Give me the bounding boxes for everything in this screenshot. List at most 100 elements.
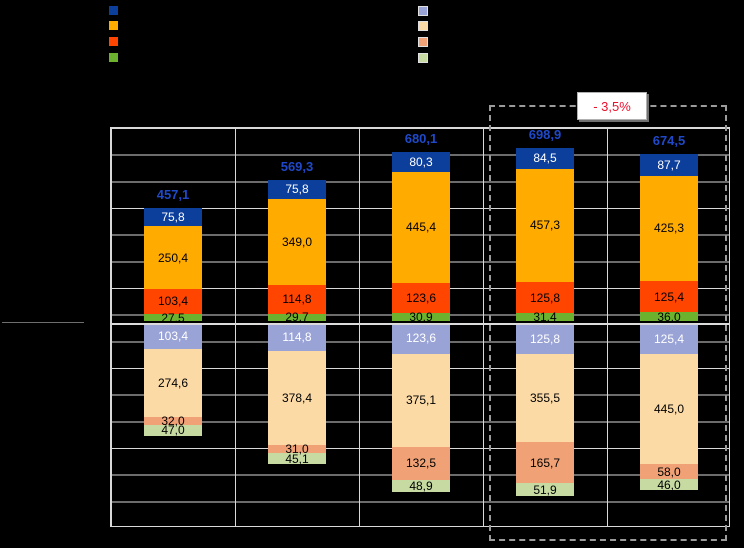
legend-swatch-orange-red bbox=[109, 37, 118, 46]
bar-segment-value: 27,5 bbox=[161, 310, 185, 325]
bar-segment-value: 75,8 bbox=[285, 182, 309, 197]
bar-segment: 84,5 bbox=[516, 147, 574, 169]
bar-segment: 349,0 bbox=[268, 198, 326, 286]
bar-segment: 36,0 bbox=[640, 309, 698, 324]
bar-segment: 51,9 bbox=[516, 482, 574, 497]
bar-segment: 125,8 bbox=[516, 282, 574, 314]
bar-segment: 445,4 bbox=[392, 172, 450, 283]
bar-lower-stack: 103,4 274,6 32,0 47,0 bbox=[144, 323, 202, 436]
bar-total-label: 569,3 bbox=[280, 158, 314, 174]
bar-segment-value: 87,7 bbox=[657, 157, 681, 172]
bar-segment: 80,3 bbox=[392, 152, 450, 173]
bar-segment: 125,8 bbox=[516, 323, 574, 355]
category-axis-line bbox=[111, 323, 729, 325]
legend-swatch-light-green bbox=[418, 53, 428, 63]
bar-segment-value: 75,8 bbox=[161, 210, 185, 225]
bar-segment: 125,4 bbox=[640, 280, 698, 313]
bar-segment-value: 132,5 bbox=[405, 456, 437, 471]
bar-segment: 29,7 bbox=[268, 310, 326, 325]
axis-split-divider bbox=[2, 322, 84, 323]
legend-swatch-periwinkle bbox=[418, 6, 428, 16]
bar-segment-value: 125,8 bbox=[529, 290, 561, 305]
bar-lower-stack: 114,8 378,4 31,0 45,1 bbox=[268, 323, 326, 466]
bar-segment-value: 445,0 bbox=[653, 402, 685, 417]
highlight-dashed-rect bbox=[489, 105, 727, 541]
bar-upper-stack: 87,7 425,3 125,4 36,0 bbox=[640, 153, 698, 324]
bar-segment-value: 123,6 bbox=[405, 331, 437, 346]
bar-segment: 75,8 bbox=[144, 207, 202, 227]
bar-segment-value: 165,7 bbox=[529, 455, 561, 470]
bar-segment: 75,8 bbox=[268, 179, 326, 199]
bar-segment: 445,0 bbox=[640, 354, 698, 465]
bar-total-label: 698,9 bbox=[528, 126, 562, 142]
legend-swatch-peach bbox=[418, 21, 428, 31]
bar-total-label: 457,1 bbox=[156, 186, 190, 202]
bar-upper-stack: 80,3 445,4 123,6 30,9 bbox=[392, 152, 450, 325]
bar-segment: 132,5 bbox=[392, 446, 450, 480]
bar-lower-stack: 123,6 375,1 132,5 48,9 bbox=[392, 323, 450, 492]
bar-segment-value: 45,1 bbox=[285, 451, 309, 466]
bar-segment-value: 250,4 bbox=[157, 250, 189, 265]
bar-segment: 378,4 bbox=[268, 351, 326, 446]
bar-segment: 47,0 bbox=[144, 423, 202, 438]
bar-segment-value: 349,0 bbox=[281, 234, 313, 249]
bar-segment: 103,4 bbox=[144, 288, 202, 315]
legend-swatch-amber bbox=[109, 21, 118, 30]
bar-lower-stack: 125,8 355,5 165,7 51,9 bbox=[516, 323, 574, 497]
bar-segment-value: 375,1 bbox=[405, 393, 437, 408]
bar-segment-value: 355,5 bbox=[529, 391, 561, 406]
bar-segment-value: 51,9 bbox=[533, 482, 557, 497]
bar-segment-value: 103,4 bbox=[157, 294, 189, 309]
bar-upper-stack: 84,5 457,3 125,8 31,4 bbox=[516, 147, 574, 325]
bar-segment-value: 84,5 bbox=[533, 151, 557, 166]
bar-segment: 46,0 bbox=[640, 477, 698, 492]
bar-segment: 58,0 bbox=[640, 464, 698, 479]
bar-total-label: 680,1 bbox=[404, 131, 438, 147]
bar-segment-value: 123,6 bbox=[405, 291, 437, 306]
bar-segment: 30,9 bbox=[392, 310, 450, 325]
bar-upper-stack: 75,8 250,4 103,4 27,5 bbox=[144, 207, 202, 325]
bar-segment-value: 125,8 bbox=[529, 331, 561, 346]
bar-segment: 114,8 bbox=[268, 285, 326, 314]
bar-total-label: 674,5 bbox=[652, 132, 686, 148]
bar-segment: 355,5 bbox=[516, 354, 574, 443]
bar-segment-value: 31,4 bbox=[533, 310, 557, 325]
bar-segment-value: 30,9 bbox=[409, 310, 433, 325]
bar-segment: 87,7 bbox=[640, 153, 698, 176]
bar-segment-value: 58,0 bbox=[657, 464, 681, 479]
bar-segment: 123,6 bbox=[392, 323, 450, 354]
bar-segment-value: 114,8 bbox=[282, 292, 312, 307]
bar-segment: 103,4 bbox=[144, 323, 202, 349]
bar-segment-value: 274,6 bbox=[157, 375, 189, 390]
bar-segment-value: 445,4 bbox=[405, 220, 437, 235]
bar-segment: 31,0 bbox=[268, 442, 326, 457]
bar-segment: 274,6 bbox=[144, 348, 202, 417]
bar-segment-value: 47,0 bbox=[161, 423, 185, 438]
bar-segment-value: 80,3 bbox=[409, 155, 433, 170]
delta-annotation-label: - 3,5% bbox=[593, 98, 631, 114]
bar-upper-stack: 75,8 349,0 114,8 29,7 bbox=[268, 179, 326, 325]
bar-segment-value: 125,4 bbox=[653, 331, 685, 346]
bar-segment: 125,4 bbox=[640, 323, 698, 355]
bar-segment: 48,9 bbox=[392, 478, 450, 493]
bar-segment-value: 378,4 bbox=[281, 391, 313, 406]
bar-segment-value: 103,4 bbox=[157, 328, 189, 343]
bar-segment: 27,5 bbox=[144, 310, 202, 325]
bar-segment: 425,3 bbox=[640, 175, 698, 281]
bar-segment-value: 31,0 bbox=[285, 442, 309, 457]
bar-segment-value: 36,0 bbox=[657, 309, 681, 324]
bar-segment: 32,0 bbox=[144, 415, 202, 427]
bar-segment: 375,1 bbox=[392, 353, 450, 447]
bar-segment: 31,4 bbox=[516, 310, 574, 325]
bar-segment: 165,7 bbox=[516, 442, 574, 484]
plot-area: 75,8 250,4 103,4 27,5 103,4 274,6 32,0 47,0 457,… bbox=[110, 127, 730, 527]
bar-segment-value: 425,3 bbox=[653, 221, 685, 236]
bar-segment: 250,4 bbox=[144, 226, 202, 289]
bar-segment-value: 48,9 bbox=[409, 478, 433, 493]
bar-segment-value: 114,8 bbox=[282, 330, 312, 345]
bar-segment: 457,3 bbox=[516, 168, 574, 283]
legend-swatch-salmon bbox=[418, 37, 428, 47]
bar-segment-value: 29,7 bbox=[285, 310, 309, 325]
bar-segment-value: 46,0 bbox=[657, 477, 681, 492]
